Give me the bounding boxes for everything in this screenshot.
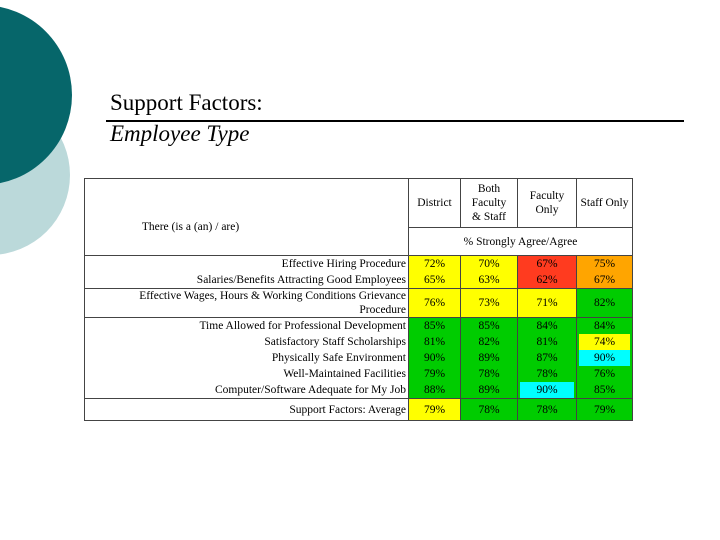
value-cell: 85% 81% 90% 79% 88%	[408, 317, 461, 399]
decorative-circles	[0, 6, 72, 255]
value: 70%	[478, 258, 500, 270]
title-line2: Employee Type	[110, 121, 250, 146]
value: 75%	[593, 258, 616, 270]
value: 65%	[423, 274, 446, 286]
value: 71%	[517, 288, 577, 318]
value-cell: 84% 74% 90% 76% 85%	[576, 317, 633, 399]
value: 87%	[536, 352, 558, 364]
row-label: Computer/Software Adequate for My Job	[215, 384, 406, 396]
value-cell: 85% 82% 89% 78% 89%	[460, 317, 518, 399]
average-label: Support Factors: Average	[84, 398, 409, 421]
value: 90%	[579, 350, 630, 366]
value: 82%	[478, 336, 500, 348]
subheader: % Strongly Agree/Agree	[408, 227, 633, 256]
value-cell: 84% 81% 87% 78% 90%	[517, 317, 577, 399]
labels-group-1: Effective Hiring Procedure Salaries/Bene…	[84, 255, 409, 289]
value: 74%	[579, 334, 630, 350]
row-label: Salaries/Benefits Attracting Good Employ…	[196, 274, 406, 286]
value-cell: 67% 62%	[517, 255, 577, 289]
corner-label-cell: There (is a (an) / are)	[84, 178, 409, 256]
value: 84%	[593, 320, 616, 332]
value: 79%	[423, 368, 446, 380]
row-label: Effective Hiring Procedure	[281, 258, 406, 270]
value: 76%	[593, 368, 616, 380]
labels-group-3: Time Allowed for Professional Developmen…	[84, 317, 409, 399]
average-value: 78%	[460, 398, 518, 421]
corner-label: There (is a (an) / are)	[141, 221, 240, 233]
col-header-faculty: Faculty Only	[517, 178, 577, 228]
value-cell: 70% 63%	[460, 255, 518, 289]
average-value: 78%	[517, 398, 577, 421]
value: 85%	[593, 384, 616, 396]
value: 81%	[423, 336, 446, 348]
value: 85%	[478, 320, 500, 332]
value-cell: 72% 65%	[408, 255, 461, 289]
row-label: Physically Safe Environment	[271, 352, 406, 364]
col-header-both: Both Faculty & Staff	[460, 178, 518, 228]
value: 76%	[408, 288, 461, 318]
value: 85%	[423, 320, 446, 332]
value: 88%	[423, 384, 446, 396]
value: 84%	[536, 320, 558, 332]
value: 81%	[536, 336, 558, 348]
row-label: Well-Maintained Facilities	[283, 368, 406, 380]
value: 78%	[478, 368, 500, 380]
value: 62%	[536, 274, 558, 286]
value: 90%	[423, 352, 446, 364]
value: 89%	[478, 384, 500, 396]
col-header-district: District	[408, 178, 461, 228]
value: 72%	[423, 258, 446, 270]
value: 82%	[576, 288, 633, 318]
average-value: 79%	[576, 398, 633, 421]
value-cell: 75% 67%	[576, 255, 633, 289]
support-factors-table: There (is a (an) / are) District Both Fa…	[84, 178, 633, 421]
dark-teal-circle	[0, 6, 72, 184]
value: 67%	[536, 258, 558, 270]
title-line1: Support Factors:	[110, 90, 263, 115]
average-value: 79%	[408, 398, 461, 421]
title-rule	[106, 120, 684, 122]
col-header-staff: Staff Only	[576, 178, 633, 228]
labels-group-2: Effective Wages, Hours & Working Conditi…	[84, 288, 409, 318]
value: 67%	[593, 274, 616, 286]
value: 89%	[478, 352, 500, 364]
row-label: Effective Wages, Hours & Working Conditi…	[139, 290, 406, 316]
value: 78%	[536, 368, 558, 380]
value: 90%	[520, 382, 574, 398]
row-label: Satisfactory Staff Scholarships	[264, 336, 406, 348]
value: 73%	[460, 288, 518, 318]
value: 63%	[478, 274, 500, 286]
row-label: Time Allowed for Professional Developmen…	[199, 320, 406, 332]
